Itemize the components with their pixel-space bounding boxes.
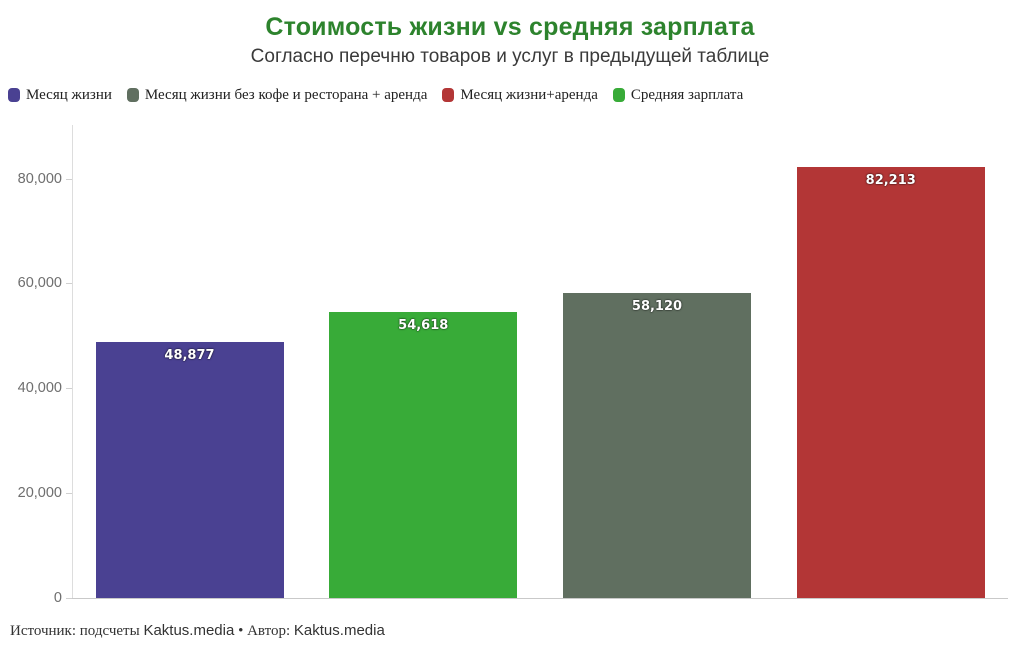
y-axis-tick-label: 40,000 — [17, 380, 62, 397]
bar: 54,618 — [329, 311, 518, 598]
legend-label: Месяц жизни без кофе и ресторана + аренд… — [144, 86, 428, 103]
chart-subtitle: Согласно перечню товаров и услуг в преды… — [250, 46, 770, 67]
y-axis-tick-label: 20,000 — [17, 485, 62, 502]
legend-swatch-icon — [442, 88, 455, 102]
y-axis-tick — [66, 178, 72, 180]
legend-label: Месяц жизни — [26, 86, 112, 103]
bar: 48,877 — [95, 341, 284, 598]
source-label: Источник: подсчеты — [10, 623, 144, 639]
legend-item-month-no-coffee-rent: Месяц жизни без кофе и ресторана + аренд… — [126, 86, 428, 104]
y-axis-tick — [66, 283, 72, 285]
legend: Месяц жизни Месяц жизни без кофе и ресто… — [8, 85, 743, 105]
x-axis-baseline — [72, 598, 1008, 599]
author-brand: Kaktus.media — [293, 622, 385, 639]
legend-swatch-icon — [8, 88, 20, 102]
y-axis-tick-label: 60,000 — [17, 275, 62, 292]
y-axis-tick — [66, 598, 72, 599]
legend-item-month-plus-rent: Месяц жизни+аренда — [442, 86, 598, 104]
y-axis-tick — [66, 493, 72, 495]
source-brand: Kaktus.media — [143, 622, 235, 639]
author-label: Автор: — [247, 623, 294, 639]
legend-label: Месяц жизни+аренда — [460, 86, 598, 103]
y-axis-tick-label: 80,000 — [17, 170, 62, 187]
legend-label: Средняя зарплата — [630, 86, 744, 103]
y-axis-tick-label: 0 — [53, 590, 62, 606]
y-axis-tick — [66, 388, 72, 390]
bar-value-label: 54,618 — [398, 317, 449, 333]
chart-title: Стоимость жизни vs средняя зарплата — [265, 13, 755, 41]
source-footer: Источник: подсчеты Kaktus.media • Автор:… — [10, 622, 385, 640]
bar-value-label: 82,213 — [865, 172, 916, 188]
bar-value-label: 58,120 — [631, 299, 683, 315]
bar: 82,213 — [796, 166, 985, 598]
legend-swatch-icon — [612, 88, 625, 102]
bar: 58,120 — [563, 293, 751, 598]
footer-separator: • — [234, 623, 248, 639]
legend-item-average-salary: Средняя зарплата — [612, 86, 744, 104]
legend-swatch-icon — [126, 88, 139, 102]
y-axis-line — [72, 125, 73, 598]
bar-value-label: 48,877 — [164, 347, 215, 363]
legend-item-month-of-living: Месяц жизни — [8, 87, 112, 104]
